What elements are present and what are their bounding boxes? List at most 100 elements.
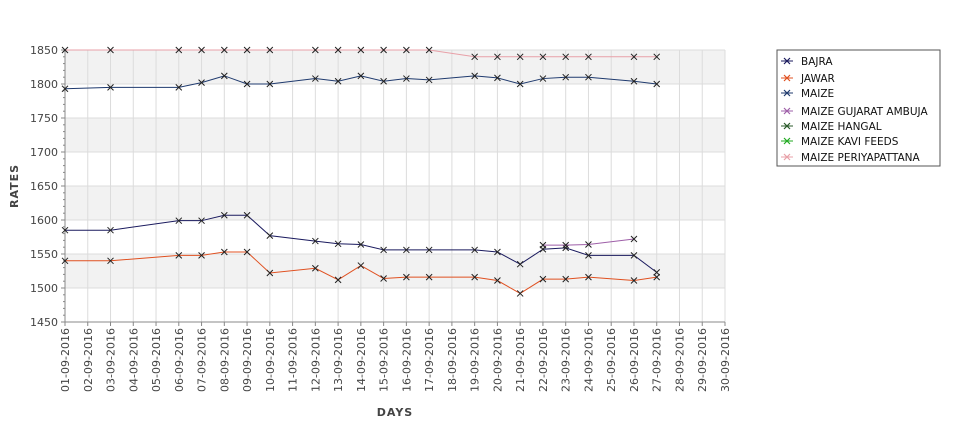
data-point (516, 80, 524, 88)
point-marker (175, 84, 183, 91)
point-marker (266, 269, 274, 277)
data-point (653, 269, 661, 276)
point-marker (425, 46, 433, 54)
point-marker (585, 73, 592, 81)
data-point (494, 248, 501, 256)
data-point (175, 217, 183, 225)
point-marker (494, 248, 501, 256)
point-marker (403, 246, 410, 254)
data-point (471, 246, 479, 254)
point-marker (334, 276, 342, 284)
point-marker (562, 53, 570, 61)
point-marker (61, 257, 69, 265)
x-tick-label: 04-09-2016 (127, 328, 140, 392)
data-point (61, 257, 69, 265)
data-point (243, 248, 251, 256)
point-marker (61, 226, 69, 234)
legend-marker (783, 74, 791, 82)
x-tick-label: 22-09-2016 (537, 328, 550, 392)
data-point (198, 217, 205, 225)
data-point (562, 275, 570, 283)
x-tick-label: 07-09-2016 (196, 328, 209, 392)
point-marker (61, 46, 69, 54)
point-marker (585, 241, 592, 248)
data-point (357, 46, 365, 54)
data-point (630, 277, 638, 284)
legend-marker (783, 57, 791, 65)
data-point (220, 248, 228, 256)
legend-label: MAIZE PERIYAPATTANA (801, 152, 921, 164)
legend-item: MAIZE (781, 88, 834, 100)
data-point (403, 273, 410, 281)
point-marker (630, 277, 638, 284)
point-marker (243, 211, 251, 219)
data-point (653, 53, 661, 61)
plot-background (65, 50, 725, 322)
data-point (630, 77, 638, 85)
point-marker (198, 252, 205, 259)
point-marker (380, 275, 387, 282)
series-line (542, 238, 635, 246)
x-tick-label: 27-09-2016 (651, 328, 664, 392)
legend-marker (783, 107, 791, 115)
plot-band (65, 220, 725, 254)
data-point (516, 290, 524, 297)
legend-label: MAIZE (801, 88, 834, 100)
data-point (61, 226, 69, 234)
y-tick-label: 1700 (30, 146, 58, 159)
data-point (403, 246, 410, 254)
point-marker (357, 241, 365, 248)
point-marker (380, 46, 387, 54)
data-point (585, 73, 592, 81)
data-point (334, 240, 342, 248)
data-point (357, 241, 365, 248)
data-point (220, 46, 228, 54)
point-marker (266, 232, 274, 239)
plot-band (65, 50, 725, 84)
data-point (107, 46, 114, 54)
data-point (539, 241, 547, 249)
point-marker (107, 226, 114, 234)
point-marker (61, 85, 69, 93)
data-point (425, 246, 433, 254)
data-point (425, 46, 433, 54)
legend-item: MAIZE HANGAL (781, 121, 882, 133)
data-point (630, 53, 638, 61)
x-tick-label: 12-09-2016 (309, 328, 322, 392)
legend-marker (783, 153, 791, 161)
point-marker (585, 53, 592, 61)
data-point (198, 46, 205, 54)
y-tick-label: 1550 (30, 248, 58, 261)
legend-box (776, 49, 941, 167)
point-marker (539, 53, 547, 61)
legend-item: MAIZE PERIYAPATTANA (781, 152, 921, 164)
point-marker (630, 53, 638, 61)
data-point (494, 53, 501, 61)
point-marker (494, 277, 501, 284)
x-tick-label: 20-09-2016 (491, 328, 504, 392)
x-tick-label: 03-09-2016 (105, 328, 118, 392)
y-tick-label: 1750 (30, 112, 58, 125)
x-tick-label: 08-09-2016 (218, 328, 231, 392)
data-point (471, 53, 479, 61)
point-marker (357, 72, 365, 80)
data-point (516, 260, 524, 268)
point-marker (539, 75, 547, 82)
x-tick-label: 25-09-2016 (605, 328, 618, 392)
data-point (630, 235, 638, 243)
point-marker (494, 74, 501, 82)
data-point (266, 46, 274, 54)
point-marker (175, 217, 183, 225)
point-marker (243, 80, 251, 88)
point-marker (585, 252, 592, 259)
point-marker (198, 79, 205, 86)
point-marker (653, 269, 661, 276)
point-marker (516, 80, 524, 88)
point-marker (516, 290, 524, 297)
data-point (630, 252, 638, 259)
data-point (107, 257, 114, 265)
point-marker (539, 241, 547, 249)
point-marker (425, 246, 433, 254)
point-marker (471, 246, 479, 254)
point-marker (516, 260, 524, 268)
